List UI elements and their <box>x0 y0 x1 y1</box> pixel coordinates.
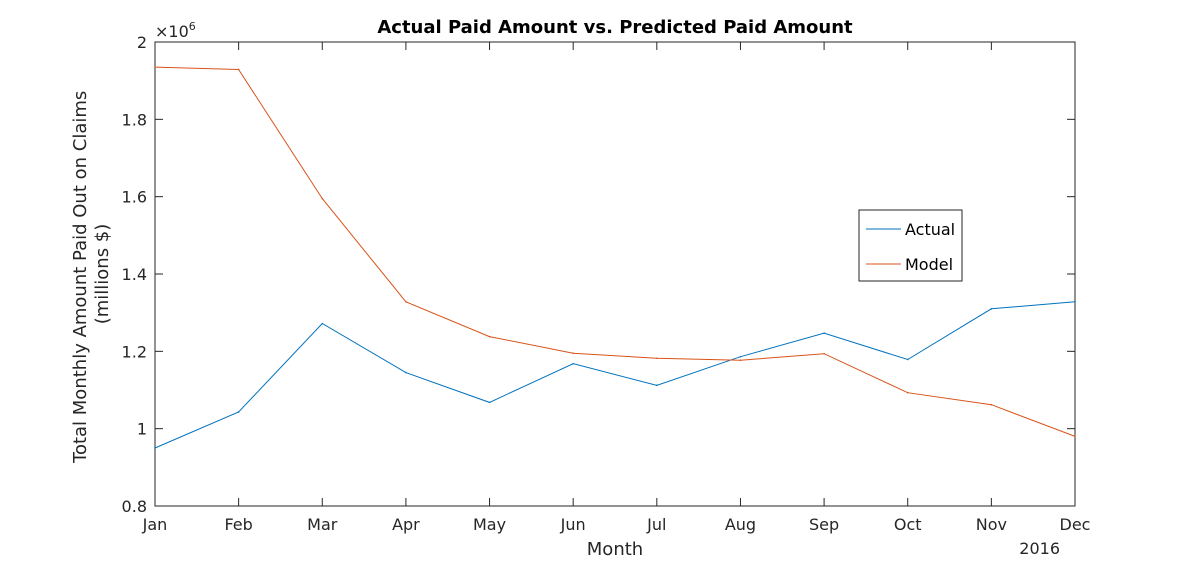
legend-label-model: Model <box>905 255 953 274</box>
data-point-model <box>321 197 324 200</box>
y-axis: 0.8 1 1.2 1.4 1.6 1.8 2 <box>122 33 1075 516</box>
series-line-actual <box>154 301 1076 449</box>
y-axis-title: Total Monthly Amount Paid Out on Claims … <box>70 85 113 464</box>
x-tick-label: May <box>473 515 506 534</box>
data-point-actual <box>488 401 491 404</box>
data-point-actual <box>237 411 240 413</box>
data-point-actual <box>656 384 658 387</box>
data-point-actual <box>1074 301 1076 303</box>
chart-title: Actual Paid Amount vs. Predicted Paid Am… <box>377 17 853 38</box>
data-point-model <box>154 66 156 68</box>
data-point-model <box>405 301 407 303</box>
data-point-actual <box>906 358 909 361</box>
x-secondary-label: 2016 <box>1019 539 1060 558</box>
y-tick-label: 1.2 <box>122 342 147 361</box>
y-tick-label: 2 <box>137 33 147 52</box>
data-point-model <box>488 335 491 338</box>
legend: Actual Model <box>858 209 963 282</box>
data-point-model <box>237 68 240 71</box>
x-tick-label: Jun <box>560 515 586 534</box>
data-point-model <box>906 391 909 394</box>
data-point-actual <box>405 371 407 374</box>
data-point-actual <box>321 322 324 325</box>
x-tick-label: Sep <box>809 515 839 534</box>
data-point-model <box>739 359 742 362</box>
x-tick-label: Apr <box>392 515 420 534</box>
x-tick-label: Jul <box>646 515 666 534</box>
x-tick-label: Jan <box>142 515 168 534</box>
data-point-model <box>1074 435 1076 438</box>
data-point-actual <box>572 362 574 365</box>
data-point-model <box>990 403 993 406</box>
series-line-model <box>154 66 1076 437</box>
data-point-actual <box>739 355 742 358</box>
legend-box <box>858 209 963 282</box>
x-tick-label: Mar <box>307 515 338 534</box>
data-point-model <box>572 352 574 355</box>
data-point-model <box>823 352 825 355</box>
legend-label-actual: Actual <box>905 220 955 239</box>
series-layer <box>154 66 1076 449</box>
y-axis-title-line-1: Total Monthly Amount Paid Out on Claims <box>70 91 91 464</box>
data-point-actual <box>154 447 156 449</box>
y-tick-label: 0.8 <box>122 497 147 516</box>
x-tick-label: Feb <box>224 515 252 534</box>
y-tick-label: 1.8 <box>122 110 147 129</box>
x-tick-label: Oct <box>894 515 922 534</box>
data-point-actual <box>823 332 825 334</box>
x-axis: Jan Feb Mar Apr May Jun Jul Aug Sep Oct Nov Dec <box>142 42 1091 534</box>
y-tick-label: 1 <box>137 420 147 439</box>
x-tick-label: Nov <box>976 515 1007 534</box>
x-tick-label: Aug <box>725 515 756 534</box>
data-point-model <box>656 357 658 360</box>
y-exponent-label: ×106 <box>155 20 196 41</box>
data-point-actual <box>990 308 993 310</box>
y-tick-label: 1.6 <box>122 188 147 207</box>
x-tick-label: Dec <box>1060 515 1091 534</box>
x-axis-title: Month <box>587 539 643 560</box>
y-axis-title-line-2: (millions $) <box>92 224 113 325</box>
y-tick-label: 1.4 <box>122 265 147 284</box>
